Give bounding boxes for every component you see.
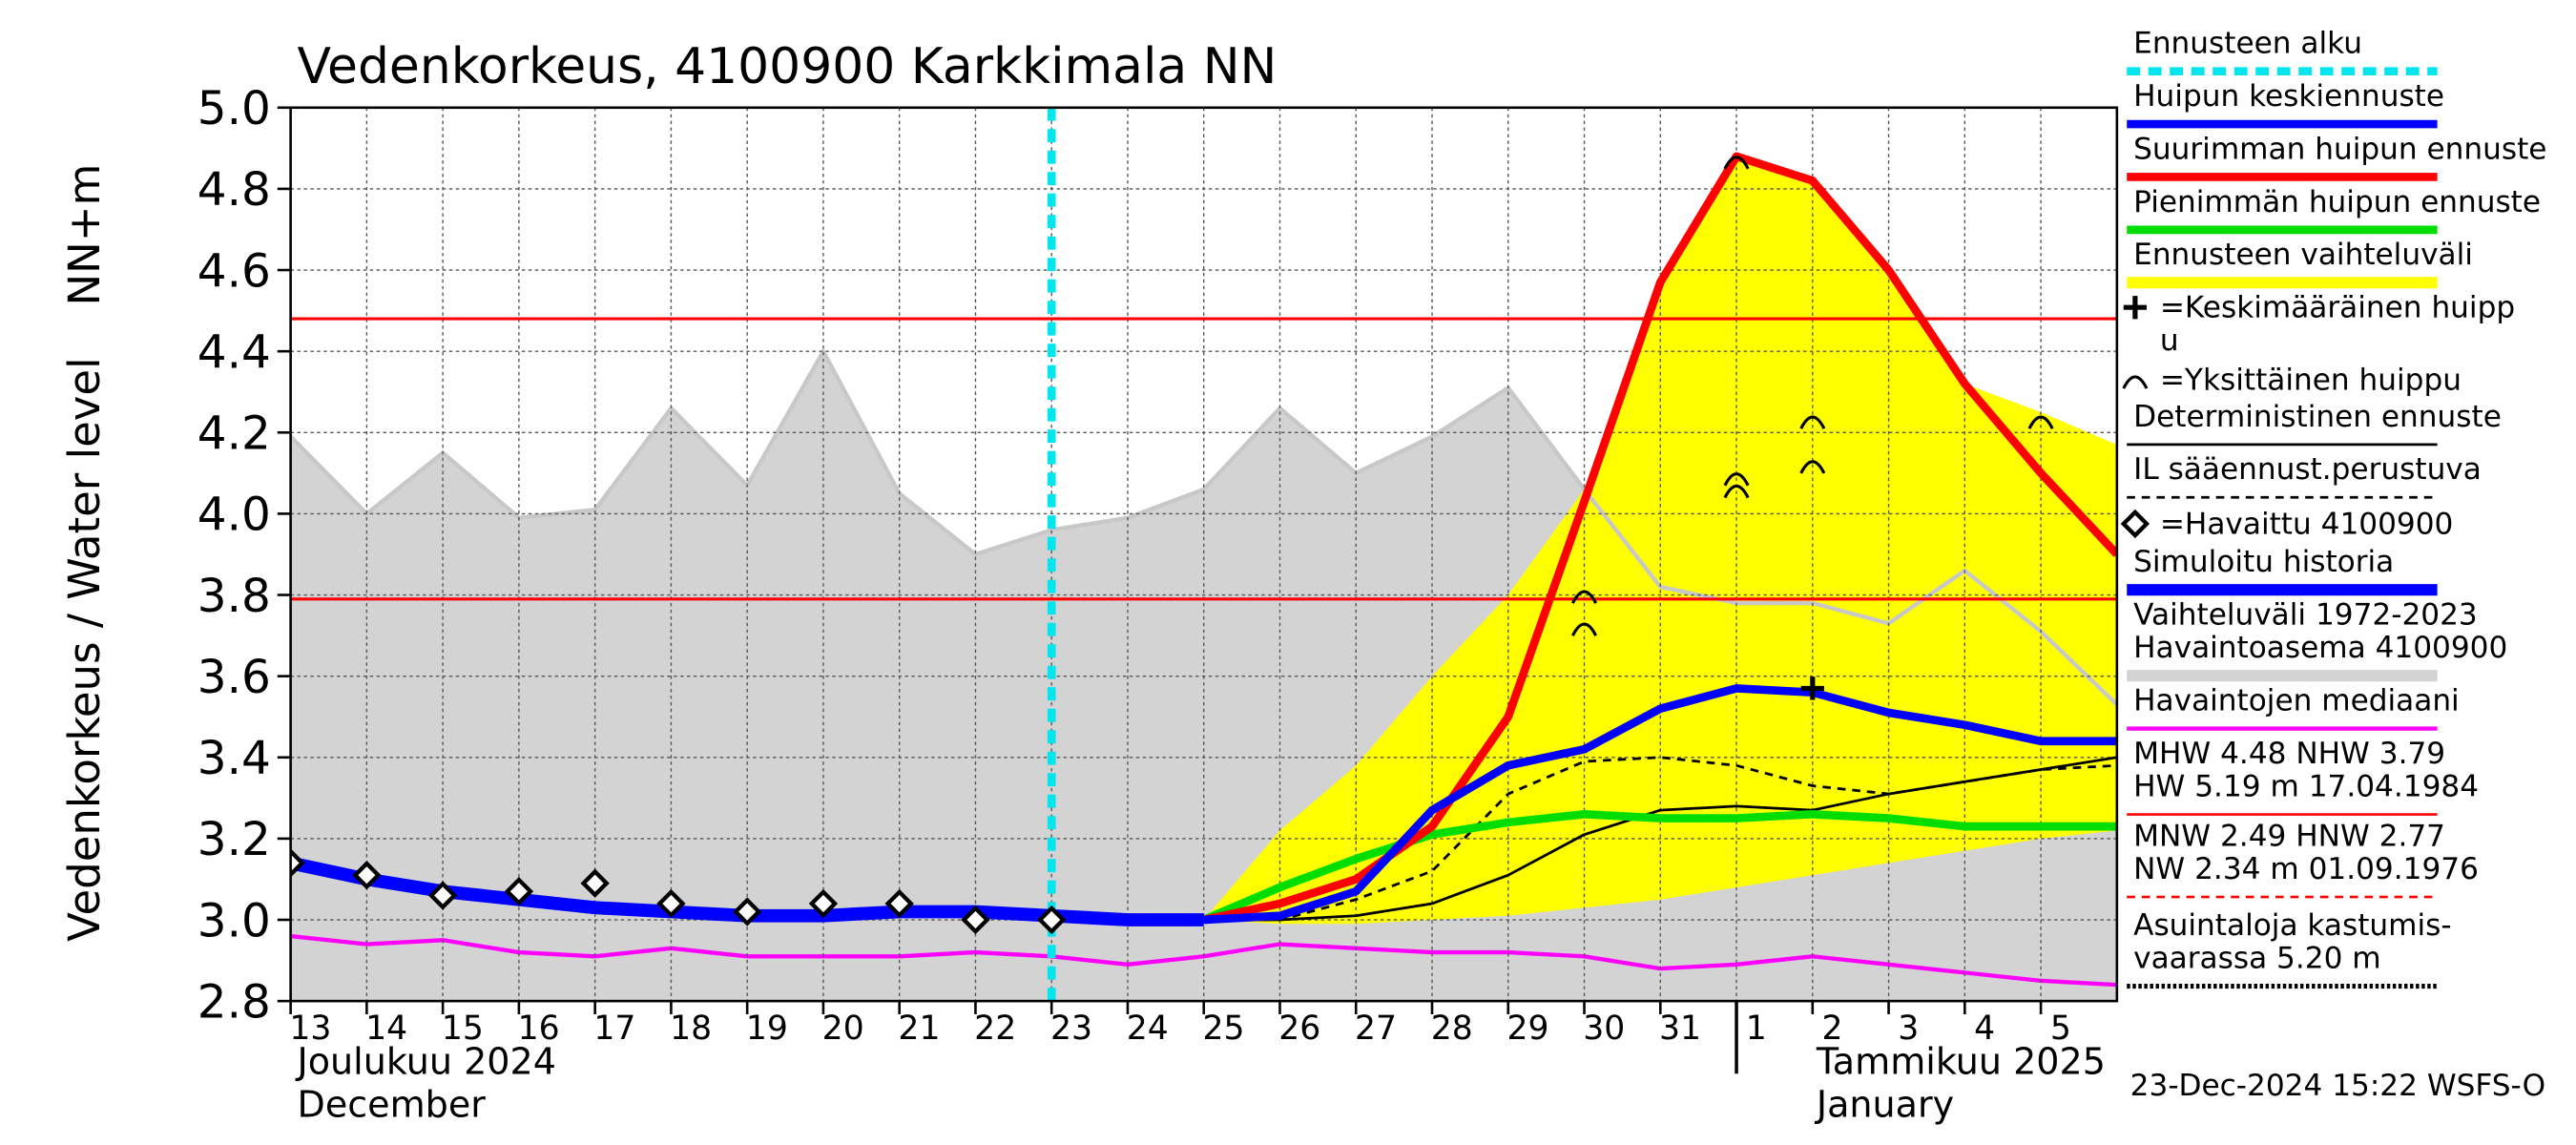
y-axis-unit: NN+m xyxy=(59,164,110,306)
legend-label: vaarassa 5.20 m xyxy=(2133,942,2380,976)
single-peak xyxy=(1799,415,1826,429)
legend-label: Pienimmän huipun ennuste xyxy=(2133,185,2541,219)
legend-symbol xyxy=(2123,296,2147,320)
x-tick-label: 22 xyxy=(974,1010,1016,1048)
y-tick-label: 3.4 xyxy=(197,732,271,785)
legend-label: HW 5.19 m 17.04.1984 xyxy=(2133,770,2479,804)
legend-label: Ennusteen vaihteluväli xyxy=(2133,238,2473,272)
series-line xyxy=(1203,684,2117,925)
month-label: Joulukuu 2024 xyxy=(296,1040,556,1082)
legend-label: Asuintaloja kastumis- xyxy=(2133,908,2451,943)
observed-marker xyxy=(961,905,990,935)
observed-marker xyxy=(580,868,610,898)
legend: Ennusteen alku Huipun keskiennuste Suurimm… xyxy=(2120,27,2546,989)
legend-label: MHW 4.48 NHW 3.79 xyxy=(2133,737,2445,771)
x-tick-label: 14 xyxy=(365,1010,407,1048)
y-axis-label: Vedenkorkeus / Water level xyxy=(59,357,110,941)
chart-title: Vedenkorkeus, 4100900 Karkkimala NN xyxy=(298,38,1278,95)
legend-label: =Keskimääräinen huipp xyxy=(2160,291,2515,325)
x-tick-label: 16 xyxy=(518,1010,560,1048)
month-label: January xyxy=(1815,1083,1954,1125)
x-tick-label: 23 xyxy=(1050,1010,1092,1048)
x-tick-label: 17 xyxy=(593,1010,635,1048)
observed-marker xyxy=(808,888,839,919)
x-tick-label: 21 xyxy=(898,1010,940,1048)
x-tick-label: 29 xyxy=(1507,1010,1549,1048)
y-tick-label: 3.0 xyxy=(197,894,271,947)
single-peak xyxy=(1571,622,1598,636)
x-tick-label: 24 xyxy=(1127,1010,1169,1048)
single-peak xyxy=(1723,484,1750,499)
observed-marker xyxy=(884,888,914,919)
legend-symbol xyxy=(2120,509,2150,539)
x-tick-label: 2 xyxy=(1822,1010,1843,1048)
legend-label: Ennusteen alku xyxy=(2133,27,2362,61)
x-tick-label: 25 xyxy=(1202,1010,1244,1048)
legend-label: IL sääennust.perustuva xyxy=(2133,452,2482,487)
x-tick-label: 26 xyxy=(1278,1010,1320,1048)
observed-marker xyxy=(1037,905,1067,935)
plot-area xyxy=(290,107,2117,1002)
x-tick-label: 20 xyxy=(822,1010,864,1048)
legend-label: Vaihteluväli 1972-2023 xyxy=(2133,598,2478,633)
mean-peak xyxy=(1800,677,1824,700)
y-tick-label: 4.2 xyxy=(197,407,271,461)
legend-label: Havaintoasema 4100900 xyxy=(2133,631,2507,665)
y-tick-label: 5.0 xyxy=(197,82,271,135)
single-peak xyxy=(1799,460,1826,474)
y-tick-label: 2.8 xyxy=(197,975,271,1029)
series-line xyxy=(1202,152,2117,925)
y-tick-label: 4.0 xyxy=(197,489,271,542)
x-tick-label: 3 xyxy=(1898,1010,1919,1048)
month-label: Tammikuu 2025 xyxy=(1816,1040,2106,1082)
legend-label: =Havaittu 4100900 xyxy=(2160,507,2454,541)
x-tick-label: 4 xyxy=(1974,1010,1995,1048)
series-line xyxy=(1202,810,2117,924)
legend-label: u xyxy=(2160,323,2179,358)
x-tick-label: 30 xyxy=(1583,1010,1625,1048)
month-label: December xyxy=(298,1083,487,1125)
timestamp: 23-Dec-2024 15:22 WSFS-O xyxy=(2130,1069,2545,1103)
series-line xyxy=(1203,756,2117,922)
y-tick-label: 3.2 xyxy=(197,813,271,866)
x-tick-label: 28 xyxy=(1431,1010,1473,1048)
x-tick-label: 27 xyxy=(1355,1010,1397,1048)
single-peak xyxy=(1571,590,1598,604)
x-tick-label: 15 xyxy=(442,1010,484,1048)
y-tick-label: 3.8 xyxy=(197,570,271,623)
observed-marker xyxy=(427,881,458,910)
observed-marker xyxy=(732,897,762,926)
x-tick-label: 19 xyxy=(746,1010,788,1048)
legend-label: =Yksittäinen huippu xyxy=(2160,364,2462,398)
y-tick-label: 3.6 xyxy=(197,651,271,704)
x-tick-label: 13 xyxy=(289,1010,331,1048)
x-tick-label: 5 xyxy=(2050,1010,2071,1048)
observed-marker xyxy=(504,877,534,906)
x-tick-label: 18 xyxy=(670,1010,712,1048)
y-tick-label: 4.4 xyxy=(197,325,271,379)
legend-label: Simuloitu historia xyxy=(2133,545,2394,579)
observed-marker xyxy=(352,861,382,890)
series-line xyxy=(1203,756,2117,922)
legend-label: Deterministinen ennuste xyxy=(2133,400,2502,434)
legend-symbol xyxy=(2122,375,2149,389)
single-peak xyxy=(1723,472,1750,487)
legend-label: Suurimman huipun ennuste xyxy=(2133,132,2546,166)
single-peak xyxy=(2027,415,2054,429)
y-tick-label: 4.8 xyxy=(197,163,271,217)
observed-marker xyxy=(656,888,686,919)
x-tick-label: 31 xyxy=(1659,1010,1701,1048)
legend-label: Havaintojen mediaani xyxy=(2133,684,2460,718)
legend-label: MNW 2.49 HNW 2.77 xyxy=(2133,819,2445,853)
legend-label: NW 2.34 m 01.09.1976 xyxy=(2133,852,2479,886)
x-tick-label: 1 xyxy=(1746,1010,1767,1048)
observed-marker xyxy=(290,848,305,878)
single-peak xyxy=(1723,156,1750,170)
y-tick-label: 4.6 xyxy=(197,244,271,298)
legend-label: Huipun keskiennuste xyxy=(2133,79,2444,114)
axes: 2.83.03.23.43.63.84.04.24.44.64.85.013 14… xyxy=(197,82,2119,1074)
